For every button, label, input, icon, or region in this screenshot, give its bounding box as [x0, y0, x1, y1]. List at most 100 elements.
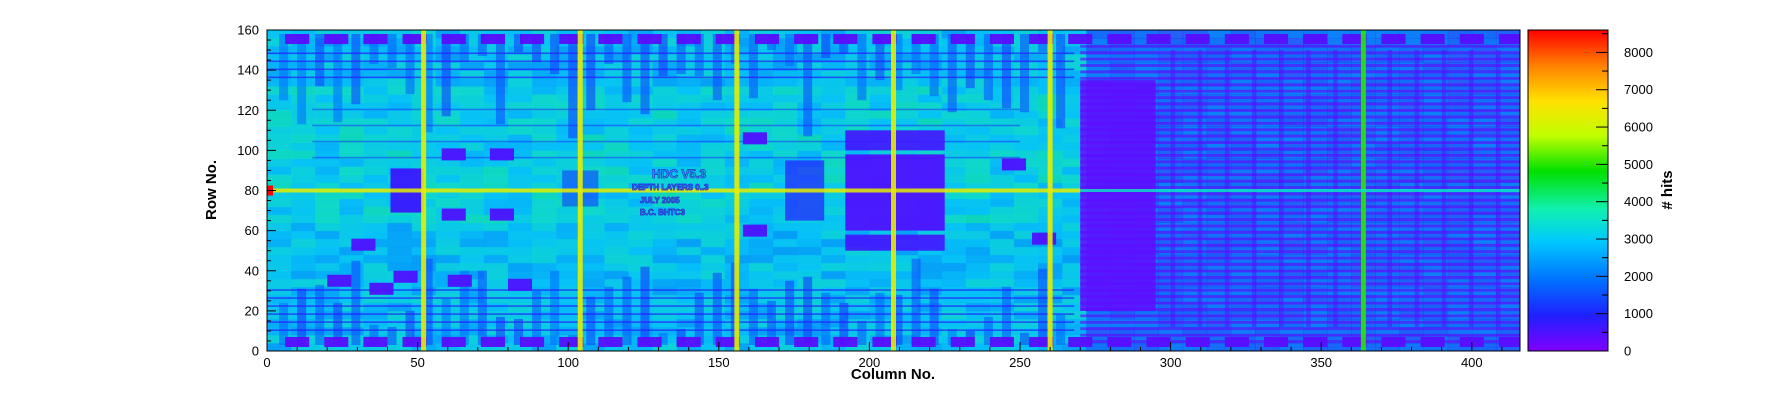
color-scale-axis: 0 1000 2000 3000 4000 5000 6000 7000 8000: [1596, 33, 1653, 359]
heatmap-cell: [797, 262, 822, 272]
heatmap-cell: [363, 310, 388, 320]
heatmap-cell: [1206, 198, 1232, 208]
heatmap-cell: [1110, 326, 1135, 336]
heatmap-cell: [676, 78, 702, 87]
heatmap-cell: [1062, 166, 1087, 175]
heatmap-cell: [363, 70, 388, 79]
heatmap-cell: [363, 254, 388, 264]
low-hit-structure: [929, 34, 939, 97]
heatmap-cell: [556, 294, 581, 304]
low-hit-structure: [586, 296, 596, 345]
heatmap-cell: [1158, 326, 1184, 336]
heatmap-cell: [773, 246, 798, 256]
heatmap-cell: [459, 158, 485, 167]
heatmap-cell: [748, 294, 774, 304]
heatmap-cell: [532, 94, 557, 103]
heatmap-cell: [339, 206, 364, 216]
z-tick-label: 7000: [1624, 82, 1653, 97]
heatmap-cell: [676, 294, 702, 304]
heatmap-cell: [291, 214, 316, 224]
heatmap-cell: [676, 86, 702, 95]
heatmap-cell: [676, 102, 702, 111]
heatmap-cell: [556, 270, 581, 280]
heatmap-cell: [989, 246, 1015, 256]
heatmap-cell: [1013, 326, 1039, 336]
heatmap-cell: [1013, 126, 1039, 135]
heatmap-cell: [1062, 222, 1087, 232]
heatmap-cell: [989, 214, 1015, 224]
heatmap-cell: [532, 278, 557, 288]
heatmap-cell: [483, 142, 509, 151]
heatmap-cell: [387, 46, 413, 55]
heatmap-cell: [1303, 110, 1328, 119]
heatmap-cell: [1447, 326, 1473, 336]
heatmap-cell: [267, 174, 292, 183]
heatmap-cell: [1013, 110, 1039, 119]
heatmap-cell: [556, 278, 581, 288]
heatmap-cell: [845, 110, 870, 119]
heatmap-cell: [315, 310, 340, 320]
heatmap-cell: [459, 206, 485, 216]
heatmap-cell: [1279, 302, 1304, 312]
heatmap-cell: [580, 214, 605, 224]
low-hit-structure: [1080, 153, 1520, 157]
low-hit-structure: [1495, 50, 1501, 327]
heatmap-cell: [507, 174, 533, 183]
x-tick-label: 100: [557, 355, 579, 370]
heatmap-cell: [1062, 262, 1087, 272]
heatmap-cell: [748, 94, 774, 103]
heatmap-cell: [1447, 198, 1473, 208]
low-hit-structure: [1080, 80, 1156, 311]
x-tick-label: 400: [1461, 355, 1483, 370]
heatmap-cell: [700, 102, 726, 111]
heatmap-cell: [604, 78, 629, 87]
heatmap-cell: [267, 286, 292, 296]
heatmap-cell: [773, 142, 798, 151]
heatmap-cell: [459, 326, 485, 336]
heatmap-cell: [291, 134, 316, 143]
low-hit-structure: [279, 302, 289, 345]
low-hit-structure: [1001, 158, 1027, 171]
heatmap-cell: [1206, 302, 1232, 312]
heatmap-cell: [748, 54, 774, 63]
heatmap-cell: [893, 110, 919, 119]
heatmap-cell: [676, 262, 702, 272]
heatmap-cell: [604, 214, 629, 224]
low-hit-structure: [532, 290, 542, 345]
heatmap-cell: [1303, 102, 1328, 111]
heatmap-cell: [580, 126, 605, 135]
heatmap-cell: [1279, 38, 1304, 47]
heatmap-cell: [965, 94, 991, 103]
heatmap-cell: [483, 182, 509, 191]
heatmap-cell: [1471, 70, 1497, 79]
heatmap-cell: [1303, 238, 1328, 248]
heatmap-cell: [773, 102, 798, 111]
heatmap-cell: [363, 150, 388, 159]
heatmap-cell: [1158, 30, 1184, 39]
heatmap-cell: [1471, 302, 1497, 312]
low-hit-structure: [1080, 70, 1520, 74]
heatmap-cell: [1062, 110, 1087, 119]
heatmap-cell: [965, 222, 991, 232]
heatmap-cell: [1182, 270, 1208, 280]
heatmap-cell: [845, 102, 870, 111]
heatmap-cell: [965, 334, 991, 344]
heatmap-cell: [1399, 134, 1425, 143]
heatmap-cell: [797, 238, 822, 248]
low-hit-structure: [312, 156, 1021, 159]
low-hit-structure: [459, 270, 469, 345]
chip-label: HDC V5.3 DEPTH LAYERS 0..3 JULY 2005 B.C…: [632, 167, 710, 218]
low-hit-structure: [1279, 50, 1284, 327]
heatmap-cell: [339, 214, 364, 224]
low-hit-structure: [1080, 141, 1520, 144]
heatmap-cell: [459, 246, 485, 256]
low-hit-structure: [1381, 34, 1406, 45]
heatmap-cell: [1303, 302, 1328, 312]
heatmap-cell: [652, 142, 678, 151]
low-hit-structure: [1420, 34, 1445, 45]
heatmap-cell: [1062, 134, 1087, 143]
heatmap-cell: [580, 118, 605, 127]
heatmap-cell: [821, 110, 846, 119]
heatmap-cell: [1086, 38, 1111, 47]
y-tick-label: 80: [245, 183, 259, 198]
